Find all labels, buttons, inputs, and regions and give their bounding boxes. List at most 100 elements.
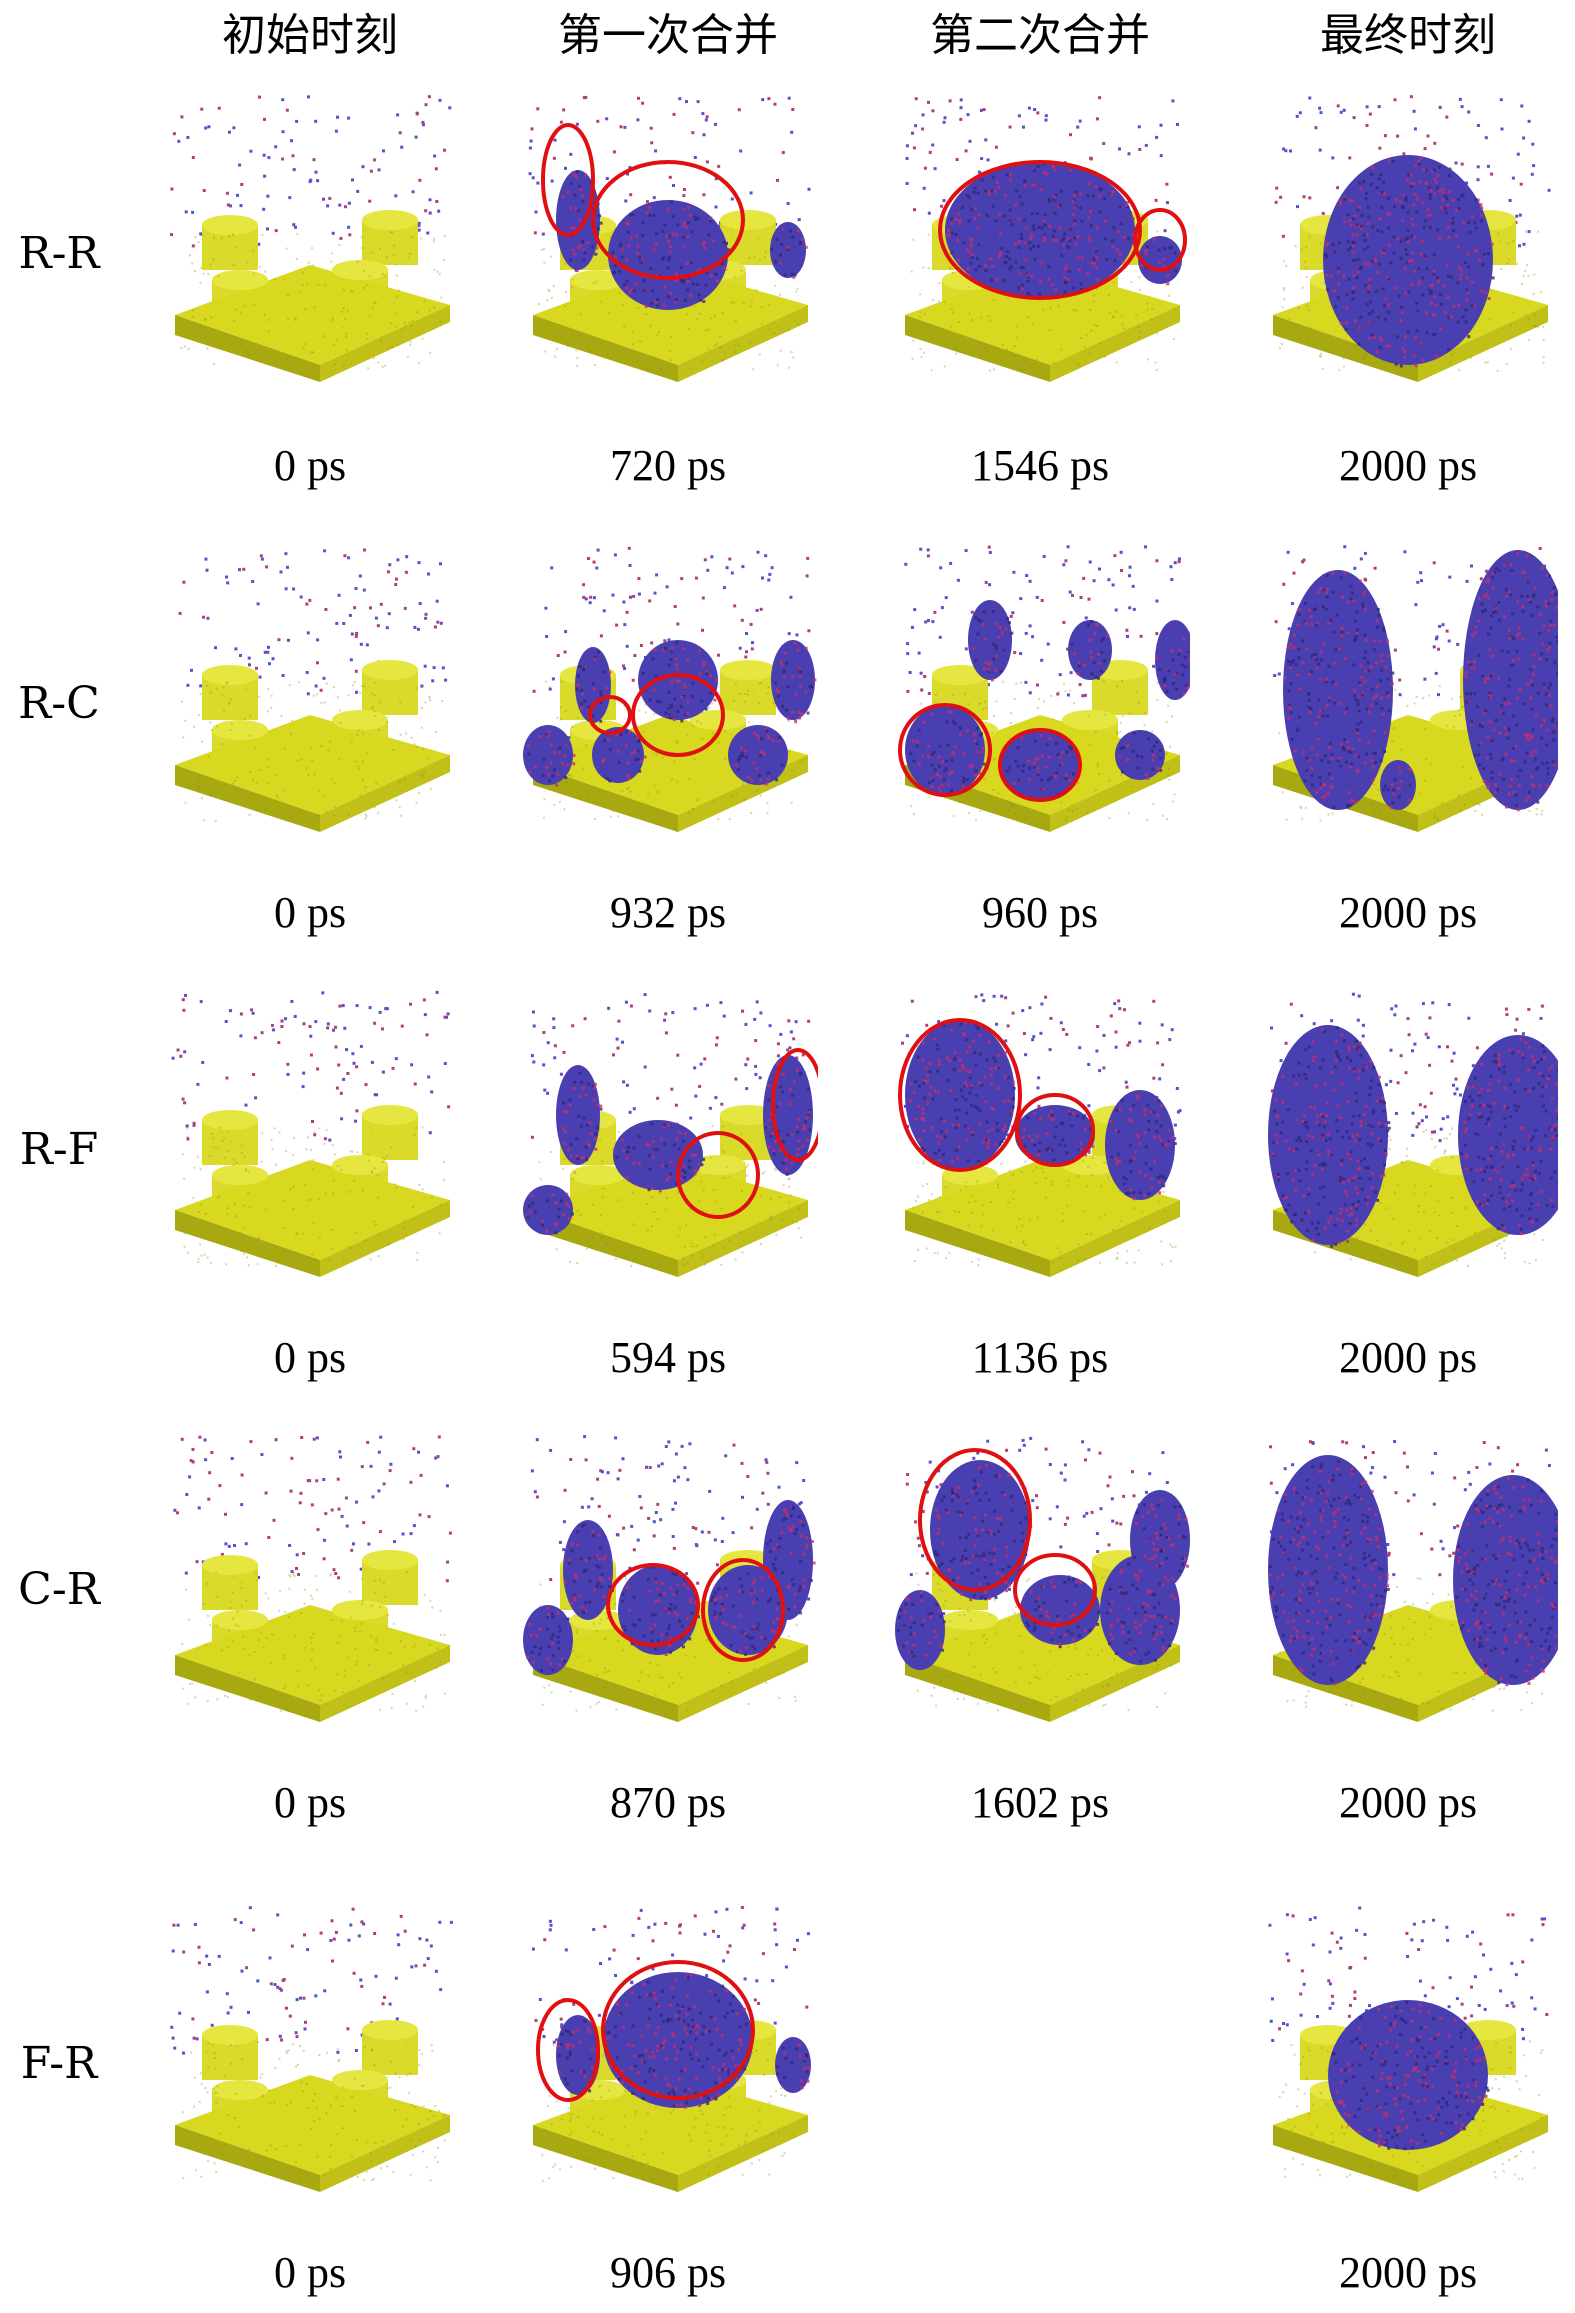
snapshot-panel <box>1258 540 1558 860</box>
droplet <box>930 1460 1033 1602</box>
droplet <box>638 640 718 723</box>
snapshot-panel <box>160 985 460 1305</box>
time-label: 2000 ps <box>1338 1333 1478 1382</box>
snapshot-panel <box>518 90 818 410</box>
time-label: 2000 ps <box>1338 888 1478 937</box>
merge-highlight-circle <box>1015 1093 1095 1167</box>
droplet <box>613 1120 706 1193</box>
time-label: 2000 ps <box>1338 2248 1478 2297</box>
merge-highlight-circle <box>1133 208 1187 272</box>
time-label: 2000 ps <box>1338 441 1478 490</box>
snapshot-panel <box>160 1430 460 1750</box>
merge-highlight-circle <box>898 1018 1022 1172</box>
row-label: R-F <box>19 1124 99 1175</box>
time-label: 1136 ps <box>971 1333 1109 1382</box>
droplet <box>592 727 647 783</box>
column-header: 初始时刻 <box>222 10 398 61</box>
droplet <box>895 1590 946 1670</box>
droplet <box>1105 1090 1177 1201</box>
snapshot-panel <box>160 1900 460 2220</box>
md-snapshot-image <box>523 1435 816 1722</box>
snapshot-panel <box>518 1900 818 2220</box>
merge-highlight-circle <box>676 1131 760 1219</box>
md-snapshot-image <box>173 1435 452 1722</box>
snapshot-panel <box>518 985 818 1305</box>
md-snapshot-image <box>898 993 1182 1277</box>
droplet <box>603 1972 753 2109</box>
time-label: 1602 ps <box>970 1778 1110 1827</box>
droplet <box>905 1020 1016 1170</box>
md-snapshot-image <box>898 545 1190 832</box>
time-label: 0 ps <box>273 2248 347 2297</box>
droplet <box>1328 2000 1490 2151</box>
droplet <box>1323 155 1495 368</box>
droplet <box>523 1185 574 1235</box>
merge-highlight-circle <box>591 160 745 280</box>
snapshot-panel <box>890 1430 1190 1750</box>
snapshot-panel <box>1258 90 1558 410</box>
droplet <box>618 1565 700 1656</box>
snapshot-panel <box>518 540 818 860</box>
droplet <box>1268 1455 1390 1686</box>
md-snapshot-image <box>528 95 811 382</box>
time-label: 0 ps <box>273 1333 347 1382</box>
time-label: 0 ps <box>273 1778 347 1827</box>
droplet <box>575 647 612 723</box>
droplet <box>523 1605 573 1675</box>
row-label: C-R <box>18 1564 100 1615</box>
droplet <box>775 2037 811 2093</box>
snapshot-panel <box>890 90 1190 410</box>
droplet <box>968 600 1014 682</box>
merge-highlight-circle <box>541 123 595 237</box>
droplet <box>1453 1475 1558 1687</box>
md-snapshot-image <box>1268 1906 1549 2192</box>
row-label: R-R <box>18 228 100 279</box>
time-label: 870 ps <box>609 1778 727 1827</box>
droplet <box>905 705 986 795</box>
merge-highlight-circle <box>998 728 1082 802</box>
snapshot-panel <box>518 1430 818 1750</box>
md-snapshot-image <box>531 1906 811 2192</box>
droplet <box>1068 620 1112 680</box>
droplet <box>1155 620 1190 700</box>
substrate <box>175 660 450 832</box>
row-label: F-R <box>20 2038 98 2089</box>
md-snapshot-image <box>171 990 451 1277</box>
time-label: 1546 ps <box>970 441 1110 490</box>
md-snapshot-image <box>170 95 452 382</box>
substrate <box>175 1105 450 1277</box>
column-header: 第二次合并 <box>930 10 1150 61</box>
snapshot-panel <box>1258 1430 1558 1750</box>
droplet <box>1268 1025 1391 1248</box>
droplet <box>523 725 576 787</box>
md-snapshot-image <box>1268 1440 1558 1722</box>
merge-highlight-circle <box>601 1960 755 2100</box>
droplet <box>1458 1035 1558 1236</box>
substrate <box>175 210 450 382</box>
merge-highlight-circle <box>918 1448 1032 1592</box>
time-label: 0 ps <box>273 888 347 937</box>
md-snapshot-image <box>905 96 1187 382</box>
merge-highlight-circle <box>1013 1553 1097 1627</box>
merge-highlight-circle <box>701 1558 785 1662</box>
time-label: 0 ps <box>273 441 347 490</box>
time-label: 720 ps <box>609 441 727 490</box>
column-header: 第一次合并 <box>558 10 778 61</box>
snapshot-panel <box>890 985 1190 1305</box>
md-snapshot-image <box>1273 95 1551 382</box>
md-snapshot-image <box>175 548 450 832</box>
droplet <box>771 640 817 723</box>
droplet <box>1463 550 1558 812</box>
md-snapshot-image <box>895 1436 1190 1722</box>
md-snapshot-image <box>1273 545 1558 832</box>
droplet <box>556 2015 600 2095</box>
droplet <box>563 1520 614 1620</box>
snapshot-panel <box>160 540 460 860</box>
time-label: 2000 ps <box>1338 1778 1478 1827</box>
snapshot-panel <box>1258 1900 1558 2220</box>
time-label: 594 ps <box>609 1333 727 1382</box>
md-snapshot-image <box>523 546 817 832</box>
droplet <box>1130 1490 1190 1590</box>
md-snapshot-image <box>1268 992 1558 1277</box>
merge-highlight-circle <box>771 1048 818 1162</box>
